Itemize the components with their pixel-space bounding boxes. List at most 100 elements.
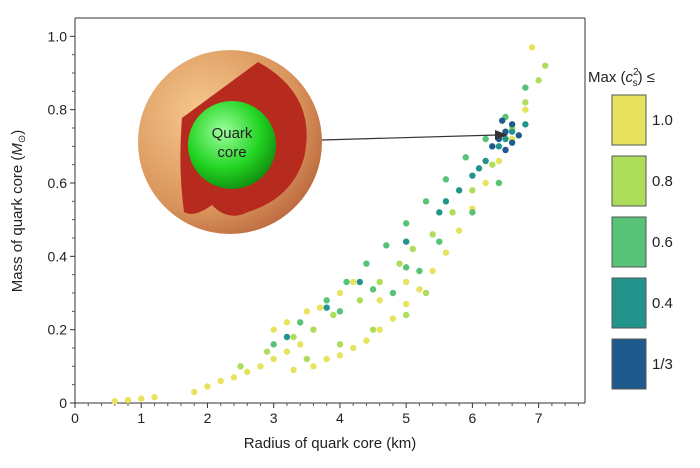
data-point xyxy=(310,326,317,333)
data-points xyxy=(111,44,549,405)
x-tick-label: 2 xyxy=(204,410,212,426)
legend-swatch xyxy=(611,277,647,329)
data-point xyxy=(204,383,211,390)
quark-core-sphere xyxy=(188,101,276,189)
data-point xyxy=(495,179,503,187)
legend-swatch xyxy=(611,216,647,268)
data-point xyxy=(416,267,423,275)
data-point xyxy=(336,308,344,315)
pointer-arrow-head xyxy=(495,130,508,140)
data-point xyxy=(429,231,436,238)
data-point xyxy=(383,242,390,249)
data-point xyxy=(508,121,516,128)
data-point xyxy=(469,172,476,179)
data-point xyxy=(336,352,344,359)
x-axis-label: Radius of quark core (km) xyxy=(244,435,417,452)
data-point xyxy=(495,157,503,165)
data-point xyxy=(323,297,330,304)
inset-label-line1: Quark xyxy=(212,125,253,142)
data-point xyxy=(336,289,344,297)
data-point xyxy=(522,84,529,91)
data-point xyxy=(296,319,304,326)
x-tick-label: 1 xyxy=(137,410,145,426)
data-point xyxy=(376,278,383,286)
x-tick-label: 5 xyxy=(402,410,410,426)
data-point xyxy=(402,220,410,227)
legend-title-main: Max ( xyxy=(588,69,626,86)
data-point xyxy=(283,319,291,326)
data-point xyxy=(343,278,350,286)
data-point xyxy=(436,238,443,245)
data-point xyxy=(270,326,277,333)
y-tick-label: 0 xyxy=(59,395,67,411)
data-point xyxy=(363,337,370,344)
legend-label: 0.8 xyxy=(652,173,673,190)
data-point xyxy=(522,106,529,113)
data-point xyxy=(402,311,410,319)
data-point xyxy=(356,278,364,286)
data-point xyxy=(508,128,516,135)
legend-title-sup: 2 xyxy=(633,67,639,78)
data-point xyxy=(522,121,529,128)
data-point xyxy=(449,209,456,216)
data-point xyxy=(442,198,450,205)
legend-label: 0.4 xyxy=(652,295,673,312)
data-point xyxy=(482,157,489,165)
axes xyxy=(74,17,586,404)
data-point xyxy=(230,374,238,381)
data-point xyxy=(502,128,509,135)
data-point xyxy=(462,154,469,161)
data-point xyxy=(502,146,509,154)
legend-label: 1.0 xyxy=(652,112,673,129)
data-point xyxy=(508,139,516,146)
data-point xyxy=(191,388,198,396)
legend-swatch xyxy=(611,155,647,207)
y-axis-label-main: Mass of quark core ( xyxy=(9,156,26,293)
legend-title: Max (c2 s) ≤ xyxy=(588,67,655,89)
ticks: 0 1 2 3 4 5 6 7 0 0.2 0.4 0.6 0.8 1.0 xyxy=(48,28,579,426)
legend-entries: 1.0 0.8 0.6 0.4 1/3 xyxy=(611,94,673,390)
y-tick-label: 0.4 xyxy=(48,248,68,264)
y-tick-label: 0.6 xyxy=(48,175,68,191)
data-point xyxy=(502,135,509,143)
data-point xyxy=(363,260,370,267)
legend-title-var: c xyxy=(626,69,634,86)
legend-title-sub: s xyxy=(633,78,638,89)
x-tick-label: 7 xyxy=(535,410,543,426)
data-point xyxy=(237,363,244,370)
data-point xyxy=(436,209,443,216)
data-point xyxy=(376,297,383,304)
data-point xyxy=(469,187,476,194)
data-point xyxy=(416,286,423,293)
legend-swatch xyxy=(611,338,647,390)
data-point xyxy=(499,117,506,124)
data-point xyxy=(290,366,297,374)
data-point xyxy=(151,393,158,401)
data-point xyxy=(217,377,224,385)
y-tick-label: 0.8 xyxy=(48,102,68,118)
x-tick-label: 4 xyxy=(336,410,344,426)
data-point xyxy=(522,99,529,106)
data-point xyxy=(442,249,450,256)
data-point xyxy=(270,355,277,363)
data-point xyxy=(290,333,297,341)
y-axis-label-unit: M xyxy=(9,143,26,156)
data-point xyxy=(244,368,251,376)
legend-label: 1/3 xyxy=(652,356,673,373)
y-axis-label: Mass of quark core (M⊙) xyxy=(9,130,28,293)
data-point xyxy=(316,304,324,311)
x-tick-label: 6 xyxy=(469,410,477,426)
y-tick-label: 1.0 xyxy=(48,28,68,44)
x-tick-label: 3 xyxy=(270,410,278,426)
data-point xyxy=(455,187,463,194)
data-point xyxy=(396,260,403,267)
legend-swatch xyxy=(611,94,647,146)
data-point xyxy=(528,44,536,51)
data-point xyxy=(349,344,357,352)
data-point xyxy=(376,326,383,333)
data-point xyxy=(263,348,271,355)
x-tick-label: 0 xyxy=(71,410,79,426)
y-axis-label-close: ) xyxy=(9,130,26,135)
